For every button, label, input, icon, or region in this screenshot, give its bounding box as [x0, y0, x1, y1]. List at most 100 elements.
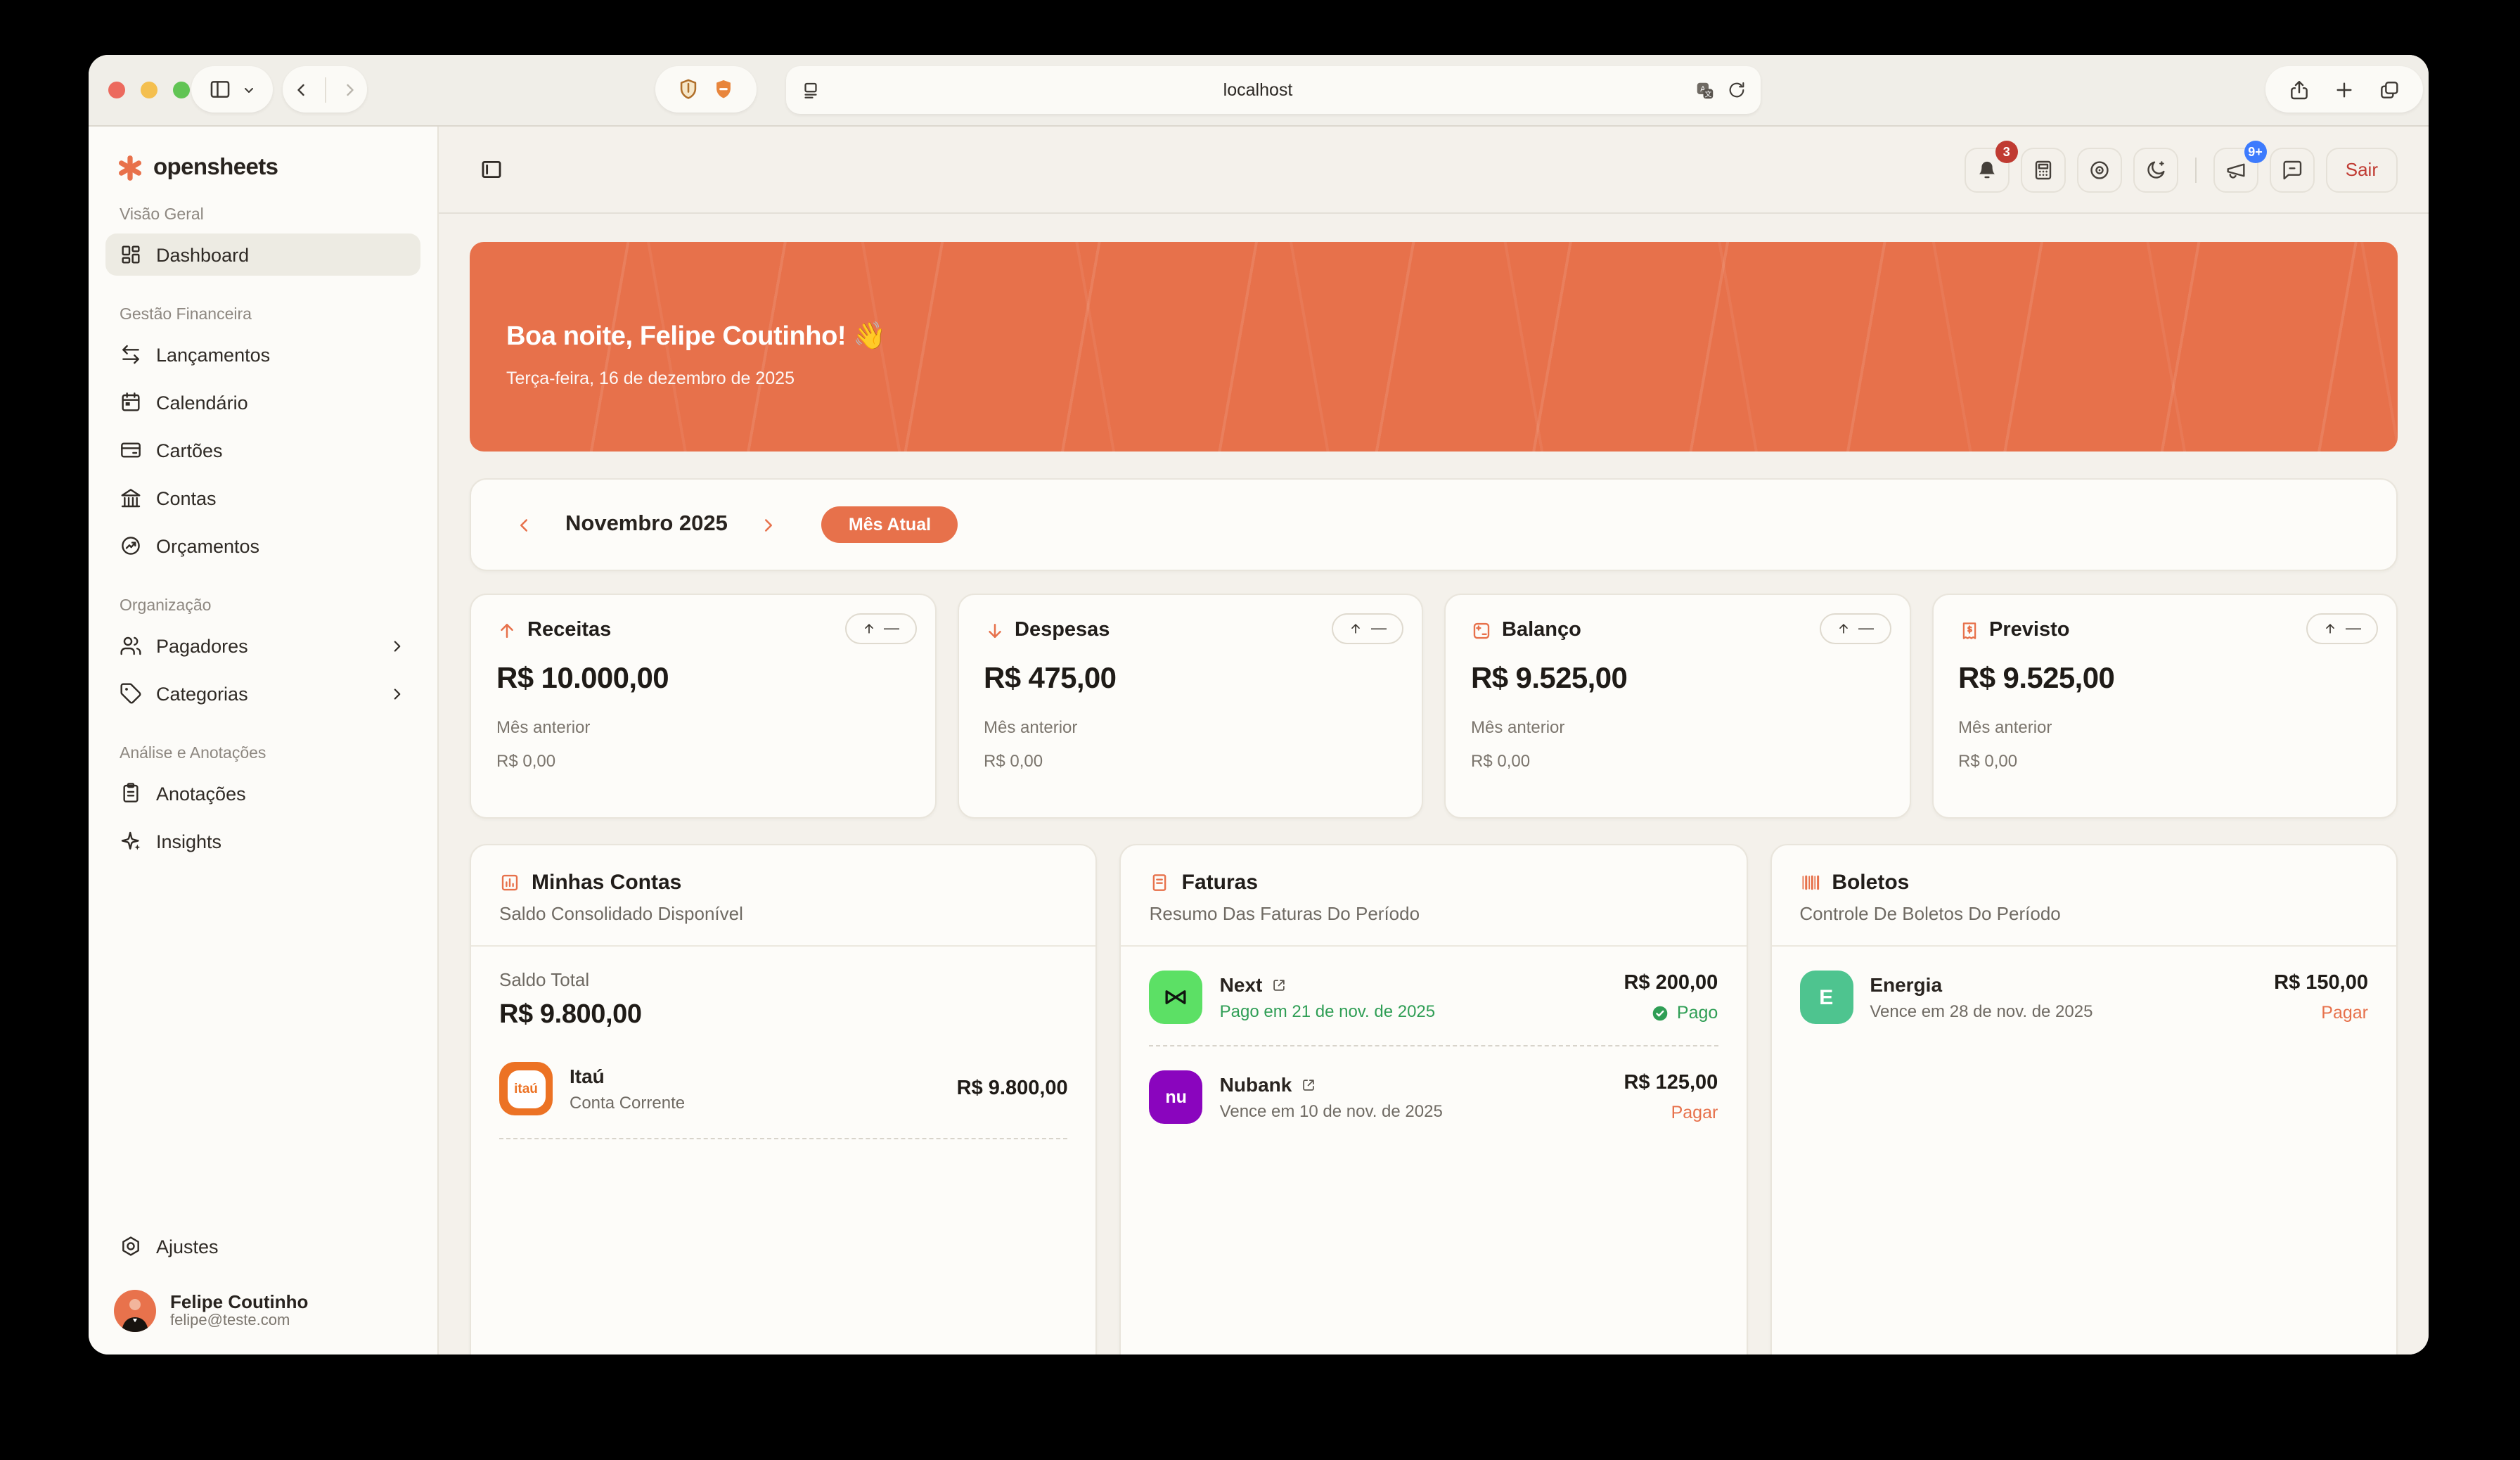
- sidebar-item-ajustes[interactable]: Ajustes: [105, 1225, 420, 1267]
- nav-divider: [324, 77, 326, 102]
- shield-blocker-icon[interactable]: [712, 77, 735, 101]
- stat-card-receitas: Receitas — R$ 10.000,00 Mês anterior R$ …: [470, 594, 936, 819]
- notifications-button[interactable]: 3: [1964, 140, 2018, 192]
- sidebar-item-dashboard[interactable]: Dashboard: [105, 233, 420, 276]
- diff-icon: [1471, 620, 1492, 641]
- sidebar-item-lancamentos[interactable]: Lançamentos: [105, 333, 420, 376]
- sidebar-item-categorias[interactable]: Categorias: [105, 672, 420, 715]
- current-month-button[interactable]: Mês Atual: [821, 506, 958, 543]
- shield-extension-icon[interactable]: [676, 77, 700, 101]
- stat-prev-label: Mês anterior: [1958, 717, 2052, 737]
- account-balance: R$ 9.800,00: [957, 1077, 1068, 1100]
- minimize-window-button[interactable]: [141, 82, 158, 98]
- user-name: Felipe Coutinho: [170, 1291, 309, 1312]
- invoice-date: Pago em 21 de nov. de 2025: [1219, 1001, 1436, 1021]
- trend-badge: —: [844, 613, 916, 644]
- greeting-banner: Boa noite, Felipe Coutinho! 👋 Terça-feir…: [470, 242, 2398, 452]
- user-profile[interactable]: Felipe Coutinho felipe@teste.com: [105, 1290, 420, 1332]
- section-label-overview: Visão Geral: [120, 207, 204, 224]
- invoice-amount: R$ 200,00 Pago: [1624, 972, 1718, 1023]
- account-balance-value: R$ 9.800,00: [956, 1077, 1068, 1100]
- invoice-status-pay[interactable]: Pagar: [1624, 1103, 1718, 1122]
- sidebar-item-insights[interactable]: Insights: [105, 820, 420, 862]
- translate-icon[interactable]: [1695, 79, 1716, 101]
- reader-icon[interactable]: [800, 79, 821, 101]
- section-label-analysis: Análise e Anotações: [120, 745, 266, 762]
- announcements-badge: 9+: [2244, 140, 2267, 162]
- bills-panel: Boletos Controle De Boletos Do Período E…: [1770, 844, 2398, 1355]
- panel-subtitle: Saldo Consolidado Disponível: [499, 903, 743, 924]
- section-label-finance: Gestão Financeira: [120, 307, 252, 324]
- calendar-icon: [120, 391, 142, 414]
- sidebar-panel-icon: [207, 77, 231, 101]
- forecast-receipt-icon: [1958, 620, 1979, 641]
- greeting-message: Boa noite, Felipe Coutinho!: [506, 322, 847, 352]
- app-logo: opensheets: [105, 146, 420, 181]
- invoice-row-next[interactable]: Next Pago em 21 de nov. de 2025 R$ 200,0…: [1149, 947, 1718, 1046]
- sidebar-item-contas[interactable]: Contas: [105, 477, 420, 519]
- main-content: 3 9+ Sair Boa noite: [439, 127, 2429, 1355]
- accounts-header: Minhas Contas Saldo Consolidado Disponív…: [471, 845, 1096, 947]
- clipboard-icon: [120, 782, 142, 805]
- zoom-window-button[interactable]: [173, 82, 190, 98]
- tab-overview-icon[interactable]: [2378, 78, 2400, 101]
- privacy-mode-button[interactable]: [2076, 147, 2122, 192]
- sidebar-item-anotacoes[interactable]: Anotações: [105, 772, 420, 814]
- itau-logo: itaú: [499, 1062, 553, 1115]
- budget-gauge-icon: [120, 534, 142, 557]
- share-icon[interactable]: [2288, 78, 2310, 101]
- invoices-body: Next Pago em 21 de nov. de 2025 R$ 200,0…: [1121, 947, 1747, 1145]
- chart-columns-icon: [499, 872, 520, 893]
- invoice-row-nubank[interactable]: nu Nubank Vence em 10 de nov. de 2025 R$…: [1149, 1046, 1718, 1145]
- back-button[interactable]: [290, 79, 310, 99]
- sidebar-item-label: Contas: [156, 487, 217, 508]
- announcements-button[interactable]: 9+: [2213, 140, 2267, 192]
- account-row[interactable]: itaú Itaú Conta Corrente R$ 9.800,00: [499, 1062, 1068, 1139]
- extensions-group: [655, 66, 757, 113]
- address-bar[interactable]: localhost: [786, 66, 1761, 114]
- panel-title: Faturas: [1181, 871, 1259, 895]
- bill-date: Vence em 28 de nov. de 2025: [1870, 1001, 2093, 1021]
- sidebar-collapse-button[interactable]: [470, 148, 512, 191]
- sidebar-item-label: Dashboard: [156, 244, 250, 265]
- sidebar-item-pagadores[interactable]: Pagadores: [105, 625, 420, 667]
- logout-button[interactable]: Sair: [2325, 147, 2398, 192]
- dashboard-scroll[interactable]: Boa noite, Felipe Coutinho! 👋 Terça-feir…: [439, 214, 2429, 1355]
- panel-subtitle: Controle De Boletos Do Período: [1799, 903, 2061, 924]
- external-link-icon[interactable]: [1300, 1077, 1316, 1092]
- window-actions: [2265, 66, 2423, 113]
- new-tab-icon[interactable]: [2333, 78, 2355, 101]
- invoice-info: Next Pago em 21 de nov. de 2025: [1220, 973, 1435, 1021]
- external-link-icon[interactable]: [1271, 977, 1286, 992]
- theme-toggle-button[interactable]: [2133, 147, 2178, 192]
- invoice-name: Next: [1219, 973, 1263, 996]
- nav-buttons: [283, 66, 367, 113]
- greeting-text: Boa noite, Felipe Coutinho! 👋: [506, 319, 887, 353]
- next-month-button[interactable]: [759, 514, 780, 535]
- bill-row-energia[interactable]: E Energia Vence em 28 de nov. de 2025 R$…: [1799, 947, 2368, 1045]
- section-label-organization: Organização: [120, 598, 212, 615]
- feedback-button[interactable]: [2269, 147, 2315, 192]
- invoice-info: Nubank Vence em 10 de nov. de 2025: [1220, 1073, 1443, 1121]
- sidebar-item-cartoes[interactable]: Cartões: [105, 429, 420, 471]
- status-label: Pago: [1676, 1003, 1718, 1023]
- settings-icon: [120, 1235, 142, 1257]
- sidebar-toggle-group[interactable]: [191, 66, 273, 113]
- reload-icon[interactable]: [1727, 80, 1747, 100]
- bill-status-pay[interactable]: Pagar: [2274, 1003, 2368, 1023]
- invoices-panel: Faturas Resumo Das Faturas Do Período Ne…: [1119, 844, 1748, 1355]
- calculator-button[interactable]: [2020, 147, 2066, 192]
- trend-value: —: [2346, 620, 2361, 637]
- wave-emoji: 👋: [853, 322, 887, 352]
- sidebar-item-calendario[interactable]: Calendário: [105, 381, 420, 423]
- forward-button[interactable]: [340, 79, 359, 99]
- sidebar-item-orcamentos[interactable]: Orçamentos: [105, 525, 420, 567]
- accounts-body: Saldo Total R$ 9.800,00 itaú Itaú Conta …: [471, 947, 1096, 1139]
- app-root: opensheets Visão Geral Dashboard Gestão …: [89, 127, 2429, 1355]
- close-window-button[interactable]: [108, 82, 125, 98]
- stat-prev-value: R$ 0,00: [496, 751, 556, 771]
- panel-subtitle: Resumo Das Faturas Do Período: [1149, 903, 1420, 924]
- sidebar-item-label: Anotações: [156, 783, 246, 804]
- previous-month-button[interactable]: [513, 514, 534, 535]
- status-label: Pagar: [1671, 1103, 1718, 1122]
